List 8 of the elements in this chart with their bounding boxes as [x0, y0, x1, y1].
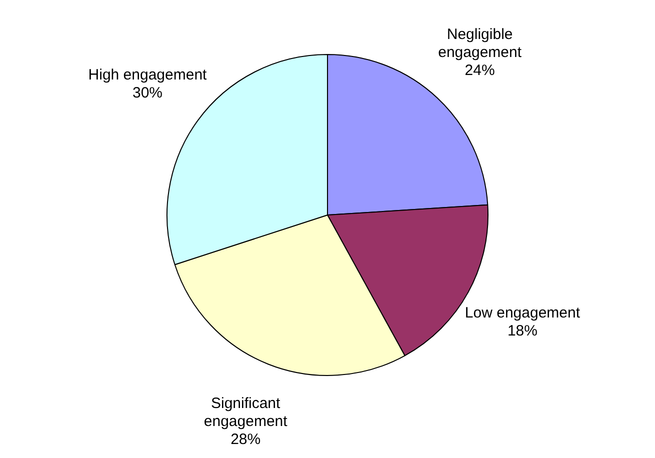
data-label: 30% [132, 84, 163, 102]
data-label: 28% [230, 431, 261, 448]
slice-label: High engagement [88, 66, 208, 84]
slice-label: Negligible engagement [438, 26, 522, 61]
slice-label: Low engagement [464, 304, 581, 322]
data-label: 18% [507, 322, 538, 340]
data-label: 24% [464, 62, 495, 79]
slice-label: Significant engagement [204, 395, 288, 430]
